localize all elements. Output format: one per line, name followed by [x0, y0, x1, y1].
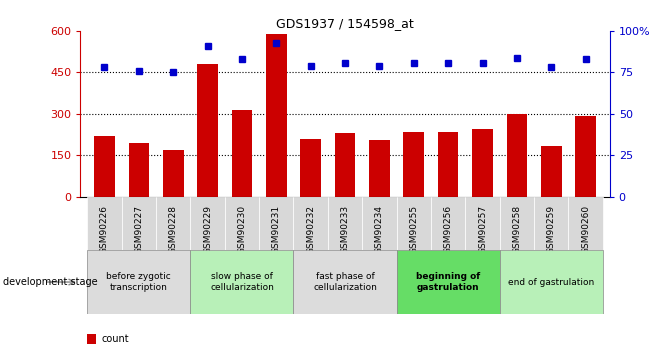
Bar: [507, 115, 527, 197]
Bar: [397, 250, 500, 314]
Bar: [397, 197, 431, 250]
Bar: [163, 150, 184, 197]
Bar: [293, 197, 328, 250]
Bar: [369, 140, 390, 197]
Text: GSM90260: GSM90260: [581, 205, 590, 254]
Bar: [87, 334, 96, 344]
Bar: [232, 110, 252, 197]
Text: GSM90258: GSM90258: [513, 205, 521, 254]
Bar: [190, 197, 224, 250]
Text: GSM90259: GSM90259: [547, 205, 556, 254]
Bar: [500, 197, 534, 250]
Text: GSM90256: GSM90256: [444, 205, 453, 254]
Text: GSM90255: GSM90255: [409, 205, 418, 254]
Bar: [576, 116, 596, 197]
Bar: [335, 133, 355, 197]
Bar: [500, 250, 603, 314]
Text: GSM90230: GSM90230: [237, 205, 247, 254]
Text: count: count: [101, 334, 129, 344]
Title: GDS1937 / 154598_at: GDS1937 / 154598_at: [276, 17, 414, 30]
Text: GSM90233: GSM90233: [340, 205, 350, 254]
Text: beginning of
gastrulation: beginning of gastrulation: [416, 272, 480, 292]
Bar: [259, 197, 293, 250]
Text: GSM90229: GSM90229: [203, 205, 212, 254]
Bar: [87, 197, 122, 250]
Bar: [87, 250, 190, 314]
Text: GSM90257: GSM90257: [478, 205, 487, 254]
Bar: [534, 197, 568, 250]
Text: GSM90232: GSM90232: [306, 205, 315, 254]
Bar: [300, 139, 321, 197]
Text: fast phase of
cellularization: fast phase of cellularization: [313, 272, 377, 292]
Bar: [266, 34, 287, 197]
Bar: [129, 143, 149, 197]
Bar: [94, 136, 115, 197]
Bar: [293, 250, 397, 314]
Bar: [466, 197, 500, 250]
Bar: [362, 197, 397, 250]
Bar: [190, 250, 293, 314]
Bar: [122, 197, 156, 250]
Text: GSM90226: GSM90226: [100, 205, 109, 254]
Text: GSM90231: GSM90231: [272, 205, 281, 254]
Bar: [197, 64, 218, 197]
Bar: [431, 197, 466, 250]
Bar: [403, 132, 424, 197]
Text: GSM90234: GSM90234: [375, 205, 384, 254]
Text: GSM90227: GSM90227: [134, 205, 143, 254]
Bar: [472, 129, 493, 197]
Bar: [224, 197, 259, 250]
Bar: [568, 197, 603, 250]
Bar: [438, 132, 458, 197]
Bar: [541, 146, 561, 197]
Bar: [328, 197, 362, 250]
Text: development stage: development stage: [3, 277, 98, 287]
Text: before zygotic
transcription: before zygotic transcription: [107, 272, 172, 292]
Text: slow phase of
cellularization: slow phase of cellularization: [210, 272, 274, 292]
Text: end of gastrulation: end of gastrulation: [508, 277, 594, 287]
Bar: [156, 197, 190, 250]
Text: GSM90228: GSM90228: [169, 205, 178, 254]
